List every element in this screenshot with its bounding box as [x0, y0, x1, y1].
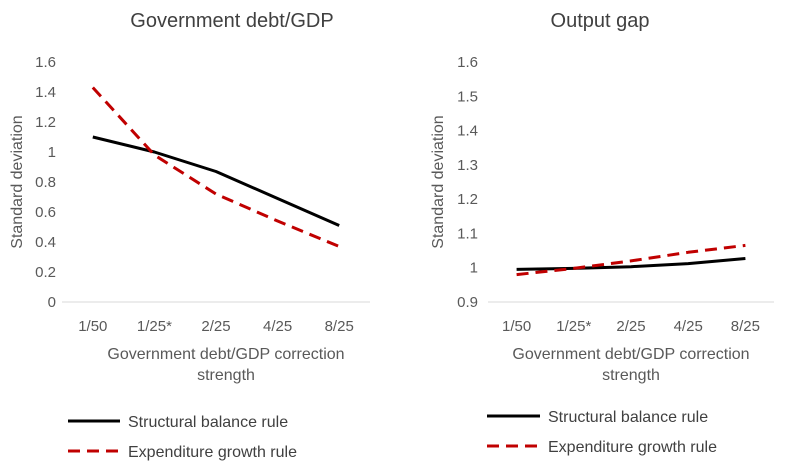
y-tick-label: 1.4 [35, 84, 56, 101]
y-tick-label: 0.4 [35, 234, 56, 251]
y-tick-label: 0.9 [457, 294, 478, 311]
y-tick-label: 1 [48, 144, 56, 161]
y-tick-label: 1.2 [35, 114, 56, 131]
legend-label: Structural balance rule [548, 409, 708, 426]
chart-title: Output gap [551, 10, 650, 32]
panel-government-debt-gdp: Government debt/GDP 0 0.2 0.4 0.6 0.8 1 1.2 1.4 1… [9, 10, 370, 461]
y-axis-label: Standard deviation [9, 115, 26, 248]
legend-label: Expenditure growth rule [128, 444, 297, 461]
series-line-expenditure-growth [516, 243, 746, 277]
x-tick-label: 1/50 [78, 318, 107, 335]
x-tick-label: 8/25 [731, 318, 760, 335]
y-tick-label: 1.2 [457, 191, 478, 208]
y-tick-label: 0.2 [35, 264, 56, 281]
chart-title: Government debt/GDP [130, 10, 333, 32]
y-tick-label: 1.3 [457, 157, 478, 174]
y-tick-label: 1.4 [457, 123, 478, 140]
y-tick-label: 0 [48, 294, 56, 311]
series-line-structural-balance [516, 257, 746, 271]
y-tick-label: 1.6 [457, 54, 478, 71]
series-line-expenditure-growth [91, 86, 340, 248]
series-line-structural-balance [92, 135, 340, 227]
y-tick-label: 1 [470, 260, 478, 277]
legend-label: Expenditure growth rule [548, 439, 717, 456]
x-tick-label: 2/25 [616, 318, 645, 335]
x-tick-label: 4/25 [674, 318, 703, 335]
x-tick-label: 4/25 [263, 318, 292, 335]
x-axis-label: Government debt/GDP correction strength [512, 346, 749, 384]
x-tick-label: 8/25 [325, 318, 354, 335]
x-axis-label: Government debt/GDP correction strength [107, 346, 344, 384]
y-tick-label: 0.6 [35, 204, 56, 221]
x-axis-label-line: Government debt/GDP correction [107, 346, 344, 363]
x-tick-label: 1/50 [502, 318, 531, 335]
panel-output-gap: Output gap 0.9 1 1.1 1.2 1.3 1.4 1.5 1.6 Standard… [430, 10, 774, 456]
legend-label: Structural balance rule [128, 414, 288, 431]
y-tick-label: 1.1 [457, 225, 478, 242]
y-tick-label: 1.6 [35, 54, 56, 71]
x-axis-label-line: strength [602, 367, 660, 384]
y-axis-label: Standard deviation [430, 115, 447, 248]
x-axis-label-line: strength [197, 367, 255, 384]
x-axis-label-line: Government debt/GDP correction [512, 346, 749, 363]
y-tick-label: 0.8 [35, 174, 56, 191]
x-tick-label: 1/25* [556, 318, 591, 335]
x-tick-label: 1/25* [137, 318, 172, 335]
x-tick-label: 2/25 [201, 318, 230, 335]
y-tick-label: 1.5 [457, 88, 478, 105]
